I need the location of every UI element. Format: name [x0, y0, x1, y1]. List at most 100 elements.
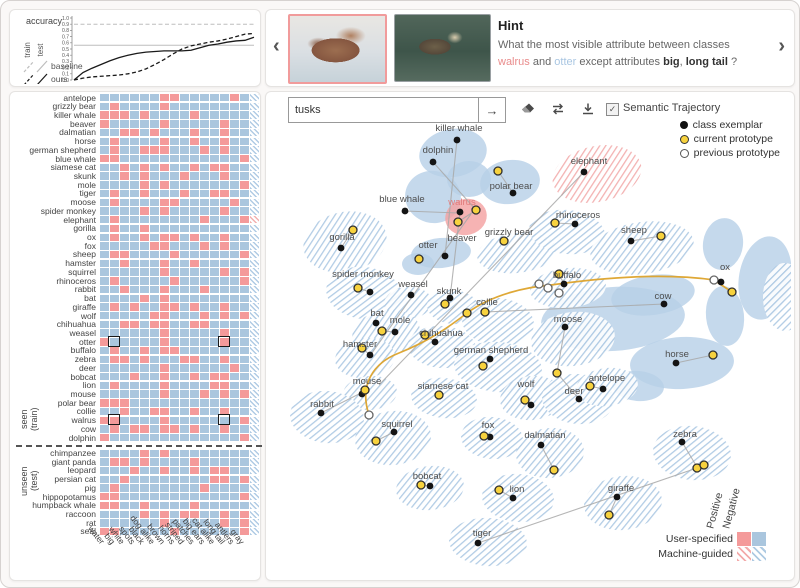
current-prototype-point[interactable]	[499, 236, 509, 246]
matrix-cell[interactable]	[230, 346, 239, 355]
matrix-cell[interactable]	[150, 320, 159, 329]
matrix-cell[interactable]	[230, 216, 239, 224]
matrix-cell[interactable]	[110, 137, 119, 145]
matrix-cell[interactable]	[180, 268, 189, 276]
matrix-cell[interactable]	[210, 475, 219, 484]
matrix-cell[interactable]	[200, 111, 209, 119]
matrix-cell[interactable]	[110, 242, 119, 250]
matrix-cell[interactable]	[240, 259, 249, 268]
matrix-cell[interactable]	[240, 207, 249, 215]
matrix-cell[interactable]	[140, 399, 149, 407]
matrix-cell[interactable]	[130, 285, 139, 294]
matrix-cell[interactable]	[210, 163, 219, 172]
matrix-cell[interactable]	[240, 111, 249, 119]
class-exemplar-point[interactable]	[391, 328, 399, 336]
matrix-cell[interactable]	[140, 111, 149, 119]
matrix-cell[interactable]	[140, 277, 149, 285]
matrix-cell[interactable]	[210, 172, 219, 180]
matrix-cell[interactable]	[150, 172, 159, 180]
matrix-cell[interactable]	[150, 399, 159, 407]
matrix-cell[interactable]	[150, 102, 159, 111]
matrix-cell[interactable]	[210, 207, 219, 215]
current-prototype-point[interactable]	[414, 254, 424, 264]
matrix-cell[interactable]	[190, 146, 199, 154]
matrix-cell[interactable]	[140, 155, 149, 163]
matrix-cell[interactable]	[140, 198, 149, 207]
matrix-cell[interactable]	[200, 399, 209, 407]
matrix-cell[interactable]	[150, 381, 159, 390]
matrix-cell[interactable]	[200, 510, 209, 518]
matrix-cell[interactable]	[160, 355, 169, 363]
matrix-cell[interactable]	[170, 189, 179, 198]
matrix-cell[interactable]	[130, 346, 139, 355]
matrix-cell[interactable]	[220, 277, 229, 285]
matrix-cell[interactable]	[230, 320, 239, 329]
matrix-cell[interactable]	[110, 493, 119, 501]
matrix-cell[interactable]	[120, 458, 129, 466]
current-prototype-point[interactable]	[493, 166, 503, 176]
matrix-cell[interactable]	[100, 399, 109, 407]
matrix-cell[interactable]	[250, 381, 259, 390]
matrix-cell[interactable]	[140, 475, 149, 484]
matrix-cell[interactable]	[130, 233, 139, 241]
matrix-cell[interactable]	[250, 94, 259, 102]
matrix-cell[interactable]	[210, 198, 219, 207]
matrix-cell[interactable]	[180, 346, 189, 355]
matrix-cell[interactable]	[240, 285, 249, 294]
matrix-cell[interactable]	[200, 155, 209, 163]
matrix-cell[interactable]	[250, 399, 259, 407]
matrix-cell[interactable]	[190, 198, 199, 207]
matrix-cell[interactable]	[210, 233, 219, 241]
matrix-cell[interactable]	[210, 338, 219, 346]
matrix-cell[interactable]	[210, 381, 219, 390]
matrix-cell[interactable]	[170, 155, 179, 163]
matrix-cell[interactable]	[120, 338, 129, 346]
matrix-cell[interactable]	[180, 434, 189, 442]
matrix-cell[interactable]	[170, 303, 179, 311]
matrix-cell[interactable]	[230, 250, 239, 259]
matrix-cell[interactable]	[160, 94, 169, 102]
matrix-cell[interactable]	[180, 207, 189, 215]
matrix-cell[interactable]	[200, 94, 209, 102]
matrix-cell[interactable]	[230, 493, 239, 501]
matrix-cell[interactable]	[130, 207, 139, 215]
matrix-cell[interactable]	[250, 189, 259, 198]
matrix-cell[interactable]	[150, 285, 159, 294]
matrix-cell[interactable]	[140, 216, 149, 224]
class-exemplar-point[interactable]	[599, 385, 607, 393]
matrix-cell[interactable]	[110, 294, 119, 302]
matrix-cell[interactable]	[210, 510, 219, 518]
matrix-cell[interactable]	[190, 224, 199, 233]
class-exemplar-point[interactable]	[717, 278, 725, 286]
matrix-cell[interactable]	[100, 493, 109, 501]
previous-prototype-point[interactable]	[709, 275, 719, 285]
matrix-cell[interactable]	[150, 207, 159, 215]
matrix-cell[interactable]	[150, 338, 159, 346]
matrix-cell[interactable]	[100, 137, 109, 145]
matrix-cell[interactable]	[100, 94, 109, 102]
matrix-cell[interactable]	[190, 294, 199, 302]
matrix-cell[interactable]	[160, 364, 169, 372]
matrix-cell[interactable]	[230, 102, 239, 111]
carousel-next-icon[interactable]: ›	[778, 35, 785, 57]
class-exemplar-point[interactable]	[509, 494, 517, 502]
matrix-cell[interactable]	[220, 207, 229, 215]
matrix-cell[interactable]	[170, 259, 179, 268]
matrix-cell[interactable]	[150, 250, 159, 259]
matrix-cell[interactable]	[170, 233, 179, 241]
matrix-cell[interactable]	[130, 338, 139, 346]
matrix-cell[interactable]	[210, 407, 219, 416]
matrix-cell[interactable]	[120, 146, 129, 154]
matrix-cell[interactable]	[220, 163, 229, 172]
class-exemplar-point[interactable]	[672, 359, 680, 367]
matrix-cell[interactable]	[190, 172, 199, 180]
matrix-cell[interactable]	[240, 484, 249, 492]
matrix-cell[interactable]	[130, 102, 139, 111]
matrix-cell[interactable]	[150, 146, 159, 154]
class-exemplar-point[interactable]	[571, 220, 579, 228]
matrix-cell[interactable]	[240, 519, 249, 527]
matrix-cell[interactable]	[250, 355, 259, 363]
matrix-cell[interactable]	[210, 329, 219, 337]
current-prototype-point[interactable]	[699, 460, 709, 470]
current-prototype-point[interactable]	[656, 231, 666, 241]
